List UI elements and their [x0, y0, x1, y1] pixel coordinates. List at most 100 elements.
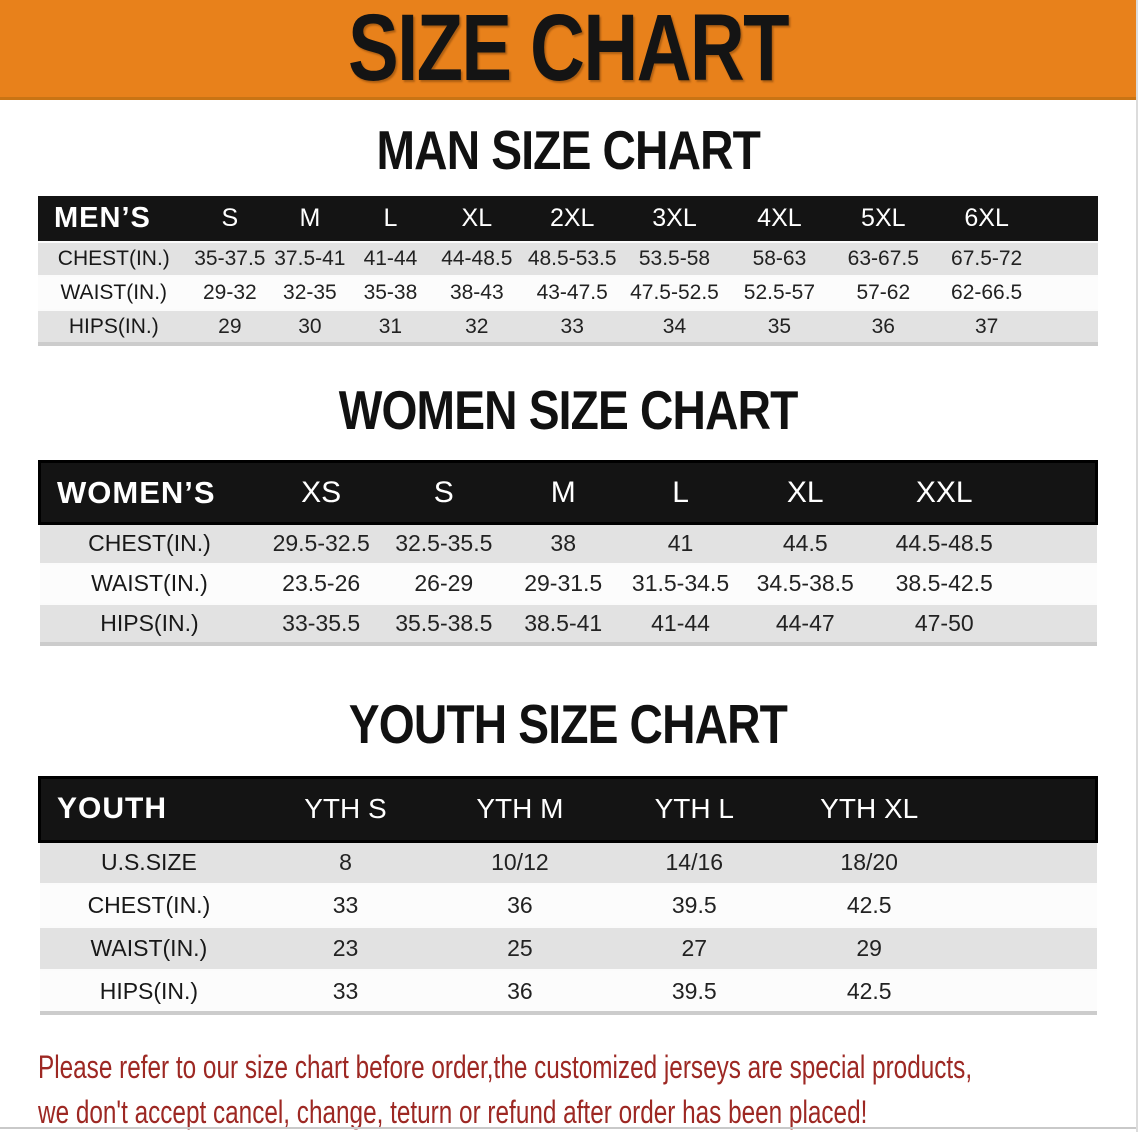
women-header-row: WOMEN’S XS S M L XL XXL: [38, 460, 1099, 525]
spacer-cell: [1038, 275, 1098, 310]
women-column-header: XL: [739, 460, 872, 525]
row-label: U.S.SIZE: [39, 840, 259, 884]
size-value-cell: 32-35: [270, 275, 350, 310]
size-value-cell: 44-48.5: [431, 241, 523, 276]
youth-row: U.S.SIZE 8 10/12 14/16 18/20: [39, 840, 1097, 884]
size-value-cell: 37: [934, 309, 1039, 344]
men-row: HIPS(IN.) 29 30 31 32 33 34 35 36 37: [38, 309, 1098, 344]
size-value-cell: 33: [522, 309, 623, 344]
men-column-header: XL: [431, 196, 523, 242]
size-value-cell: 41: [621, 522, 740, 564]
women-section-title: WOMEN SIZE CHART: [0, 379, 1136, 441]
women-section-title-text: WOMEN SIZE CHART: [338, 379, 799, 441]
size-value-cell: 35-37.5: [189, 241, 271, 276]
youth-row: CHEST(IN.) 33 36 39.5 42.5: [39, 883, 1097, 927]
spacer-cell: [1038, 309, 1098, 344]
banner-title: SIZE CHART: [348, 0, 790, 101]
size-value-cell: 47.5-52.5: [622, 275, 727, 310]
row-label: WAIST(IN.): [38, 275, 190, 310]
size-value-cell: 34.5-38.5: [739, 562, 872, 604]
size-value-cell: 35-38: [349, 275, 432, 310]
women-size-table: WOMEN’S XS S M L XL XXL CHEST(IN.) 29.5-32.5 32.5…: [38, 460, 1099, 646]
row-label: HIPS(IN.): [39, 969, 259, 1013]
row-label: WAIST(IN.): [39, 562, 260, 604]
men-column-header: 4XL: [726, 196, 832, 242]
youth-row: WAIST(IN.) 23 25 27 29: [39, 926, 1097, 970]
size-value-cell: 41-44: [621, 602, 740, 644]
size-value-cell: 67.5-72: [934, 241, 1039, 276]
size-value-cell: 58-63: [726, 241, 832, 276]
men-header-row: MEN’S S M L XL 2XL 3XL 4XL 5XL 6XL: [38, 196, 1098, 242]
youth-header-row: YOUTH YTH S YTH M YTH L YTH XL: [38, 775, 1098, 843]
size-value-cell: 14/16: [607, 840, 782, 884]
men-column-header: 6XL: [934, 196, 1039, 242]
men-column-header: L: [349, 196, 432, 242]
size-value-cell: 33: [258, 969, 433, 1013]
size-value-cell: 34: [622, 309, 727, 344]
men-section-title: MAN SIZE CHART: [0, 119, 1136, 181]
disclaimer: Please refer to our size chart before or…: [38, 1045, 1098, 1135]
size-value-cell: 52.5-57: [726, 275, 832, 310]
size-value-cell: 29-31.5: [504, 562, 622, 604]
men-column-header: 2XL: [522, 196, 623, 242]
size-value-cell: 36: [432, 883, 608, 927]
women-column-header: XS: [259, 460, 384, 525]
size-value-cell: 10/12: [432, 840, 608, 884]
spacer-cell: [1017, 562, 1097, 604]
size-value-cell: 42.5: [781, 969, 957, 1013]
spacer-cell: [1038, 241, 1098, 276]
disclaimer-line-1: Please refer to our size chart before or…: [38, 1045, 1098, 1090]
spacer-cell: [956, 969, 1097, 1013]
spacer-cell: [956, 775, 1098, 843]
men-section-title-text: MAN SIZE CHART: [376, 119, 760, 181]
youth-section: YOUTH SIZE CHART YOUTH YTH S YTH M YTH L YTH…: [0, 696, 1136, 1015]
women-section: WOMEN SIZE CHART WOMEN’S XS S M L XL XXL CHEST(…: [0, 379, 1136, 646]
image-bottom-edge: [0, 1127, 1136, 1129]
men-column-header: 5XL: [831, 196, 935, 242]
women-column-header: S: [383, 460, 505, 525]
youth-column-header: YTH L: [607, 775, 782, 843]
row-label: CHEST(IN.): [38, 241, 190, 276]
men-column-header: M: [270, 196, 350, 242]
size-value-cell: 53.5-58: [622, 241, 727, 276]
size-value-cell: 36: [831, 309, 935, 344]
men-column-header: S: [189, 196, 271, 242]
size-value-cell: 32.5-35.5: [383, 522, 505, 564]
size-value-cell: 63-67.5: [831, 241, 935, 276]
row-label: HIPS(IN.): [38, 309, 190, 344]
size-value-cell: 43-47.5: [522, 275, 623, 310]
women-header-label: WOMEN’S: [38, 460, 260, 525]
spacer-cell: [1038, 196, 1098, 242]
size-value-cell: 44.5: [739, 522, 872, 564]
size-value-cell: 48.5-53.5: [522, 241, 623, 276]
size-value-cell: 39.5: [607, 883, 782, 927]
size-value-cell: 42.5: [781, 883, 957, 927]
men-section: MAN SIZE CHART MEN’S S M L XL 2XL 3XL 4XL 5XL 6XL…: [0, 119, 1136, 346]
size-value-cell: 57-62: [831, 275, 935, 310]
size-value-cell: 39.5: [607, 969, 782, 1013]
size-value-cell: 38.5-42.5: [871, 562, 1018, 604]
size-value-cell: 62-66.5: [934, 275, 1039, 310]
spacer-cell: [1017, 602, 1097, 644]
women-column-header: M: [504, 460, 622, 525]
size-value-cell: 29-32: [189, 275, 271, 310]
youth-column-header: YTH S: [258, 775, 433, 843]
men-column-header: 3XL: [622, 196, 727, 242]
banner: SIZE CHART: [0, 0, 1136, 100]
size-value-cell: 31.5-34.5: [621, 562, 740, 604]
size-value-cell: 29: [189, 309, 271, 344]
youth-header-label: YOUTH: [38, 775, 259, 843]
women-row: HIPS(IN.) 33-35.5 35.5-38.5 38.5-41 41-44 44-…: [39, 602, 1097, 644]
women-column-header: L: [621, 460, 740, 525]
men-row: WAIST(IN.) 29-32 32-35 35-38 38-43 43-47.5 47.…: [38, 275, 1098, 310]
youth-size-table: YOUTH YTH S YTH M YTH L YTH XL U.S.SIZE 8 10/12…: [38, 775, 1098, 1015]
size-value-cell: 32: [431, 309, 523, 344]
size-value-cell: 33: [258, 883, 433, 927]
size-value-cell: 35: [726, 309, 832, 344]
row-label: CHEST(IN.): [39, 522, 260, 564]
youth-column-header: YTH XL: [781, 775, 957, 843]
row-label: CHEST(IN.): [39, 883, 259, 927]
size-value-cell: 30: [270, 309, 350, 344]
size-value-cell: 38: [504, 522, 622, 564]
size-value-cell: 18/20: [781, 840, 957, 884]
